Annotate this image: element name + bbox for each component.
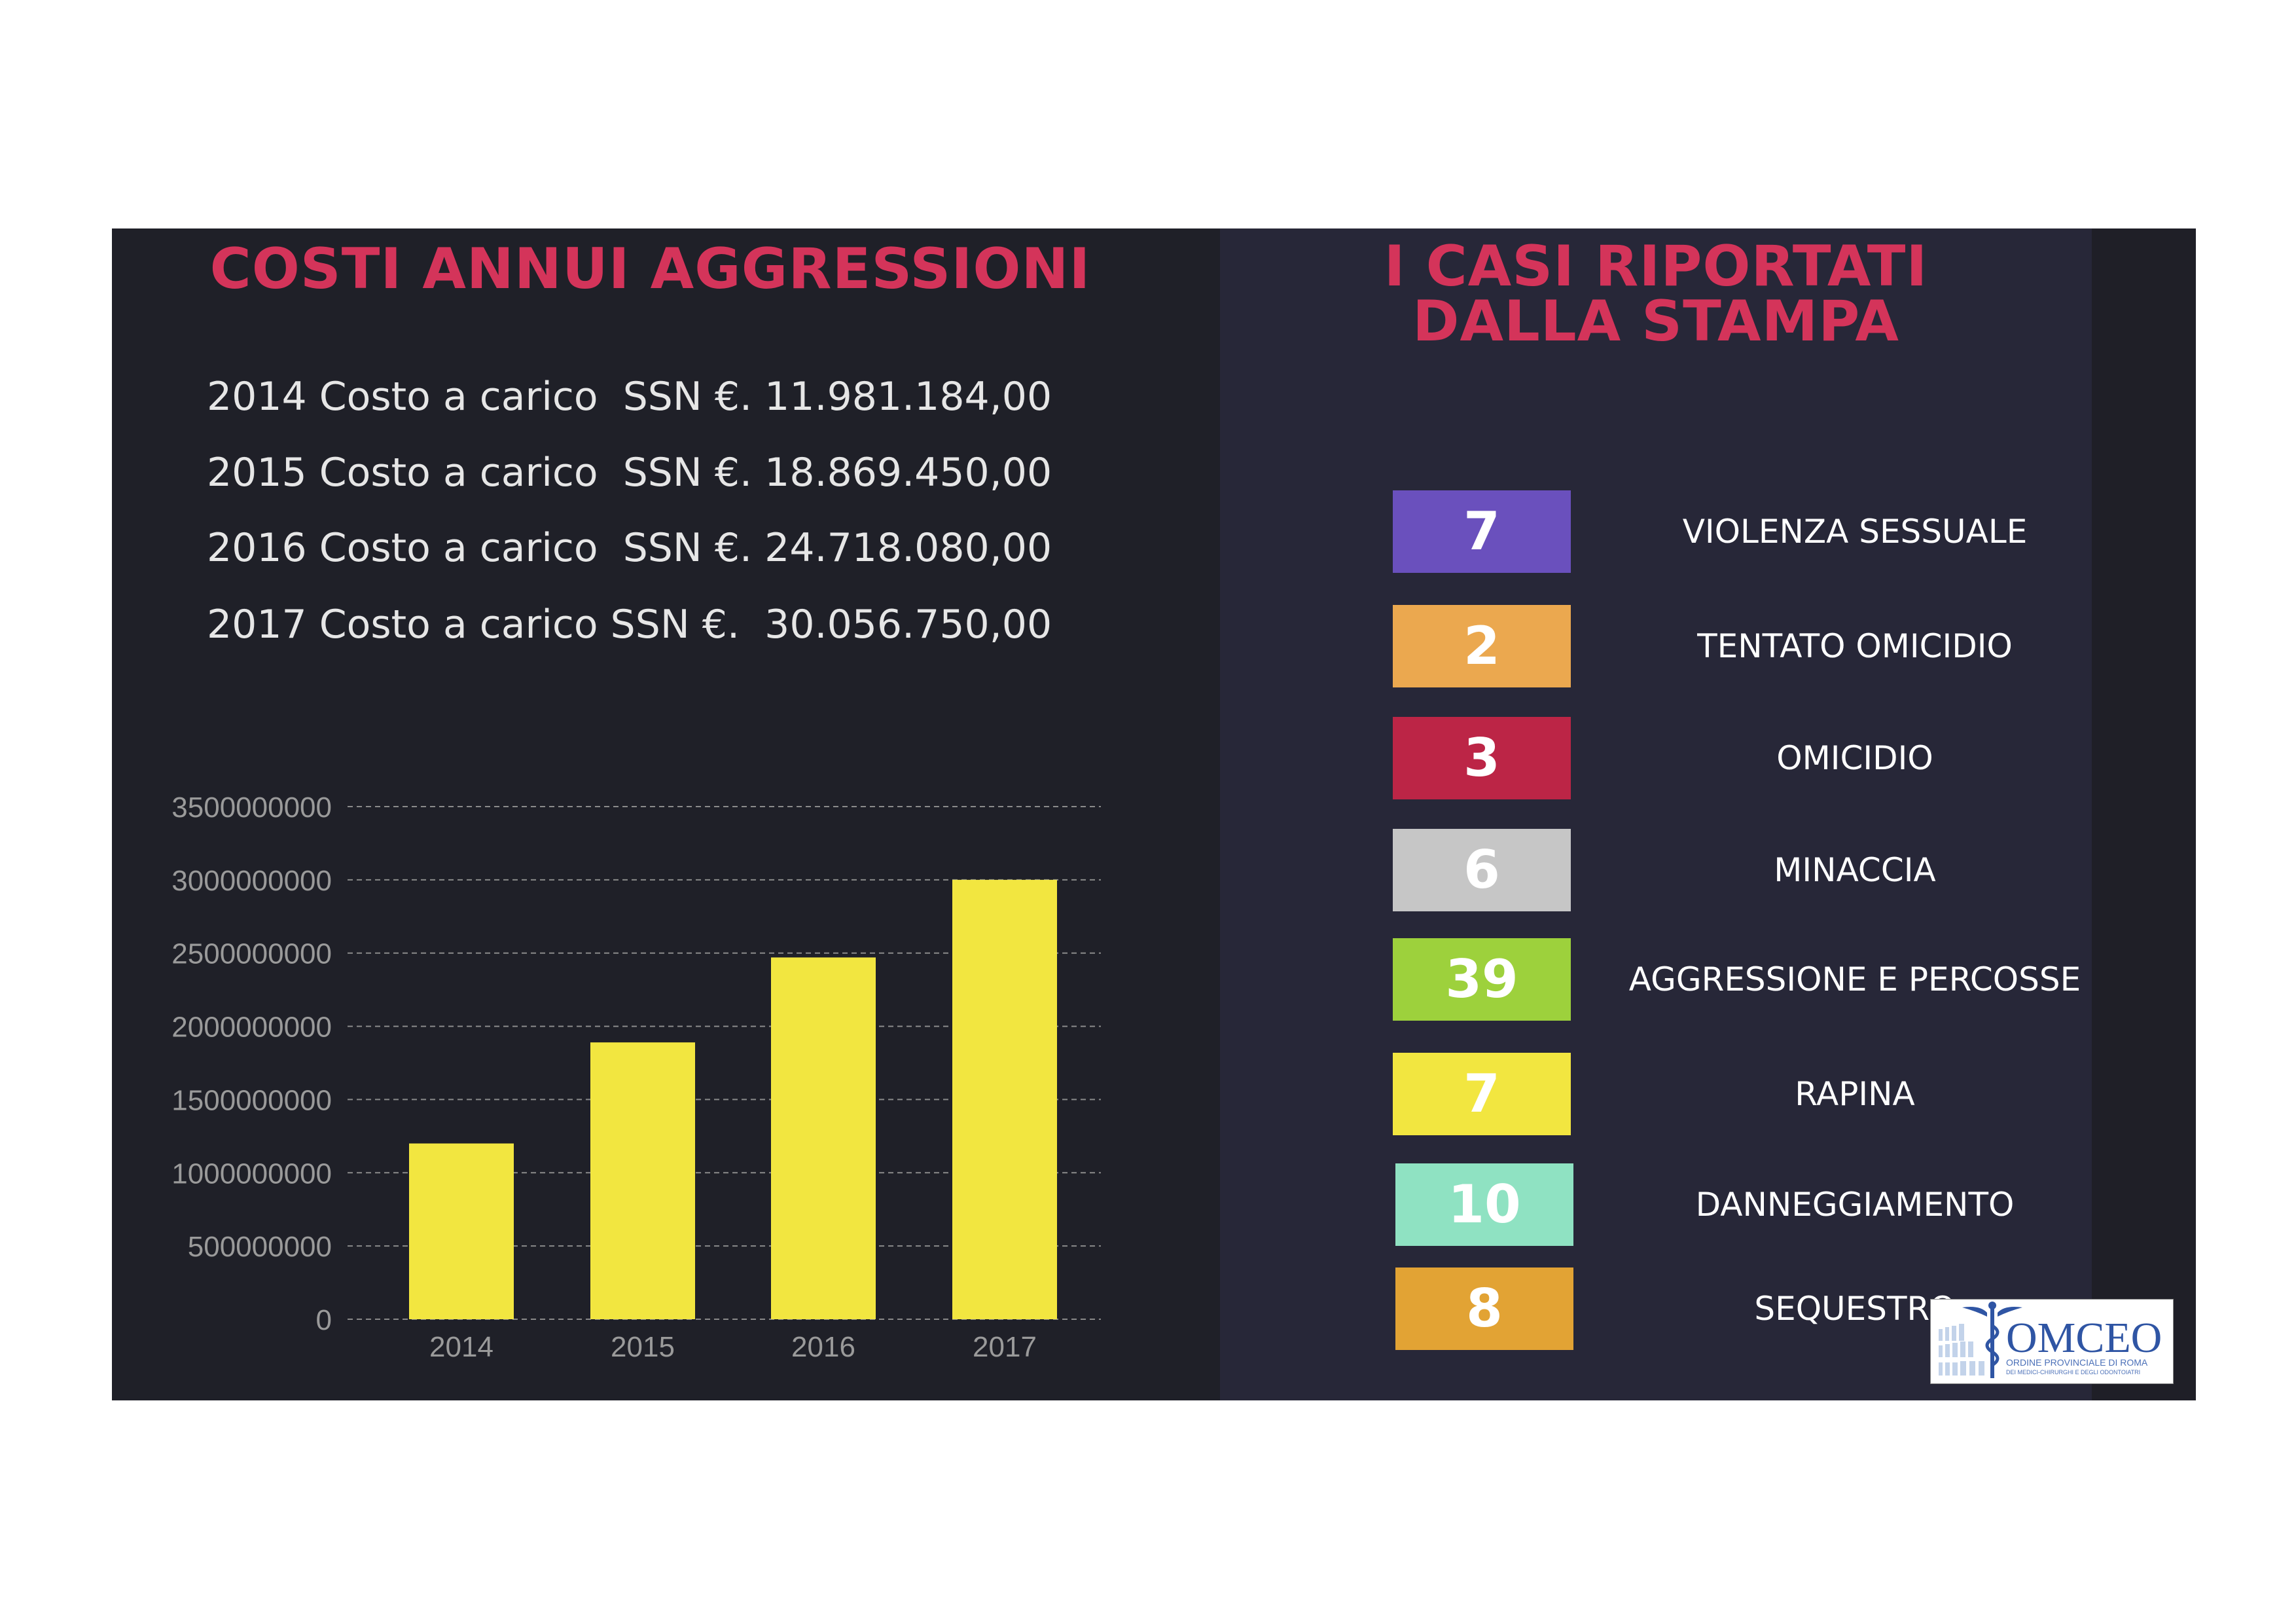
y-tick-label: 2000000000 (171, 1012, 332, 1044)
case-count-box: 39 (1393, 938, 1571, 1021)
costs-section: COSTI ANNUI AGGRESSIONI 2014 Costo a car… (112, 228, 1220, 1400)
cases-title-line2: DALLA STAMPA (1412, 289, 1899, 354)
cases-title-line1: I CASI RIPORTATI (1384, 234, 1928, 299)
logo-omceo-text: OMCEO (2006, 1314, 2162, 1362)
omceo-logo: OMCEO ORDINE PROVINCIALE DI ROMA DEI MED… (1930, 1299, 2174, 1384)
cost-line-2017: 2017 Costo a carico SSN €. 30.056.750,00 (207, 602, 1052, 647)
case-count-box: 2 (1393, 605, 1571, 687)
x-tick-label: 2015 (611, 1331, 675, 1363)
cost-line-2015: 2015 Costo a carico SSN €. 18.869.450,00 (207, 450, 1052, 496)
case-label: AGGRESSIONE E PERCOSSE (1628, 960, 2081, 998)
case-count-box: 8 (1395, 1267, 1573, 1350)
cases-title: I CASI RIPORTATI DALLA STAMPA (1220, 234, 2092, 354)
case-count-box: 6 (1393, 829, 1571, 911)
bar-2014 (409, 1143, 514, 1319)
case-label: VIOLENZA SESSUALE (1682, 513, 2028, 551)
y-tick-label: 1000000000 (171, 1158, 332, 1190)
case-label: TENTATO OMICIDIO (1697, 627, 2013, 665)
y-tick-label: 1500000000 (171, 1084, 332, 1116)
cost-line-2014: 2014 Costo a carico SSN €. 11.981.184,00 (207, 374, 1052, 420)
case-label: OMICIDIO (1776, 739, 1933, 777)
costs-title: COSTI ANNUI AGGRESSIONI (209, 236, 1091, 302)
bar-2017 (952, 879, 1057, 1319)
svg-text:ORDINE PROVINCIALE DI ROMA: ORDINE PROVINCIALE DI ROMA (2006, 1357, 2148, 1368)
y-tick-label: 3500000000 (171, 792, 332, 824)
y-tick-label: 2500000000 (171, 938, 332, 970)
case-label: DANNEGGIAMENTO (1695, 1186, 2015, 1224)
cases-section: I CASI RIPORTATI DALLA STAMPA 7 VIOLENZA … (1220, 228, 2092, 1400)
y-tick-label: 0 (316, 1304, 332, 1336)
x-tick-label: 2016 (791, 1331, 855, 1363)
case-count-box: 7 (1393, 1053, 1571, 1135)
x-tick-label: 2014 (429, 1331, 493, 1363)
case-count-box: 3 (1393, 717, 1571, 799)
bar-2016 (771, 957, 876, 1319)
y-tick-label: 3000000000 (171, 865, 332, 897)
case-count-box: 7 (1393, 490, 1571, 573)
case-count-box: 10 (1395, 1163, 1573, 1246)
svg-text:DEI MEDICI-CHIRURGHI E DEGLI O: DEI MEDICI-CHIRURGHI E DEGLI ODONTOIATRI (2006, 1369, 2140, 1376)
case-label: SEQUESTRO (1754, 1290, 1956, 1328)
x-tick-label: 2017 (973, 1331, 1037, 1363)
cost-bar-chart: 0 500000000 1000000000 1500000000 2000000000… (171, 792, 1101, 1363)
y-tick-label: 500000000 (188, 1231, 332, 1263)
cost-line-2016: 2016 Costo a carico SSN €. 24.718.080,00 (207, 525, 1052, 571)
infographic-panel: COSTI ANNUI AGGRESSIONI 2014 Costo a car… (112, 228, 2196, 1400)
case-label: MINACCIA (1774, 851, 1936, 889)
case-label: RAPINA (1795, 1075, 1915, 1113)
bar-2015 (590, 1042, 695, 1319)
